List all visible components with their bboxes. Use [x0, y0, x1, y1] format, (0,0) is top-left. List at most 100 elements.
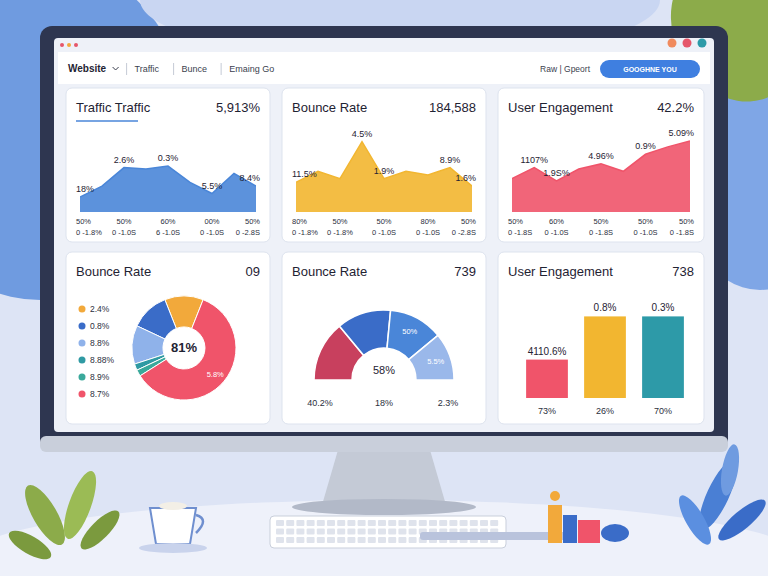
key [368, 520, 376, 526]
leaf [5, 525, 56, 565]
annotation: 0.3% [158, 153, 179, 163]
panel-gauge: Bounce Rate73958%50%5.5%40.2%18%2.3% [282, 252, 486, 424]
book [548, 505, 562, 543]
x-tick-label: 50% [245, 217, 260, 226]
panel-bar: User Engagement7384110.6%0.8%0.3%73%26%7… [498, 252, 704, 424]
nav-item[interactable]: Emaing Go [229, 64, 274, 74]
window-dot [698, 39, 707, 48]
nav-item[interactable]: Traffic [135, 64, 160, 74]
chevron [113, 67, 119, 70]
key [327, 529, 335, 535]
x-tick-label: 50% [76, 217, 91, 226]
key [296, 529, 304, 535]
key [419, 520, 427, 526]
legend-label: 8.7% [90, 389, 110, 399]
panel-title: User Engagement [508, 264, 613, 279]
key [368, 537, 376, 543]
button-label[interactable]: GOOGHNE YOU [623, 66, 677, 73]
panel [66, 252, 270, 424]
x-tick-label: 0 -1.0S [200, 228, 224, 237]
x-tick-label: 60% [160, 217, 175, 226]
annotation: 11.5% [292, 169, 317, 179]
annotation: 2.6% [114, 155, 135, 165]
key [276, 520, 284, 526]
title-underline [76, 120, 138, 122]
annotation: 8.4% [239, 173, 260, 183]
key [347, 537, 355, 543]
annotation: 4.96% [588, 151, 614, 161]
x-tick-label: 50% [679, 217, 694, 226]
segment-label: 5.5% [427, 357, 444, 366]
leaf [713, 494, 768, 546]
desk [0, 500, 768, 576]
x-tick-label: 50% [508, 217, 523, 226]
x-tick-label: 0 -1.8S [670, 228, 694, 237]
desk-items [548, 491, 629, 543]
plot [512, 141, 690, 212]
separator [126, 63, 127, 75]
key [449, 520, 457, 526]
key [307, 529, 315, 535]
legend-label: 8.88% [90, 355, 115, 365]
bar-label: 4110.6% [528, 346, 567, 357]
panel-donut: Bounce Rate0981%5.8%2.4%0.8%8.8%8.88%8.9… [66, 252, 270, 424]
panel-value: 42.2% [657, 100, 694, 115]
bar [526, 360, 568, 398]
panel-value: 739 [454, 264, 476, 279]
background [0, 0, 768, 576]
x-tick-label: 0 -1.0S [633, 228, 657, 237]
nav-item[interactable]: Website [68, 63, 107, 74]
mouse [601, 524, 629, 542]
x-tick-label: 00% [204, 217, 219, 226]
key [368, 529, 376, 535]
x-tick-label: 0 -1.8% [76, 228, 102, 237]
key [470, 520, 478, 526]
nav-button[interactable] [600, 60, 700, 78]
key [388, 529, 396, 535]
key [286, 537, 294, 543]
mug [139, 502, 207, 553]
slice [140, 300, 236, 400]
panel-area: User Engagement42.2%1107%1.9S%4.96%0.9%5… [498, 88, 704, 242]
foam [159, 502, 187, 510]
bar [584, 316, 626, 398]
legend-swatch [79, 306, 86, 313]
x-tick-label: 50% [593, 217, 608, 226]
panel-area: Traffic Traffic5,913%18%2.6%0.3%5.5%8.4%… [66, 88, 270, 242]
x-tick-label: 0 -2.8S [452, 228, 476, 237]
bar [642, 316, 684, 398]
x-tick-label: 50% [376, 217, 391, 226]
key [347, 520, 355, 526]
page: Website Traffic Bunce Emaing Go Raw | Gpeort… [0, 0, 768, 576]
key [409, 529, 417, 535]
key [358, 520, 366, 526]
key [327, 537, 335, 543]
key [307, 537, 315, 543]
nav-item[interactable]: Bunce [182, 64, 208, 74]
legend-swatch [79, 323, 86, 330]
key [317, 529, 325, 535]
x-tick-label: 0 -1.0S [544, 228, 568, 237]
key [460, 520, 468, 526]
legend-swatch [79, 340, 86, 347]
nav-bar [58, 52, 710, 84]
legend-label: 8.8% [90, 338, 110, 348]
annotation: 4.5% [352, 129, 373, 139]
area-line [80, 166, 256, 197]
key [337, 529, 345, 535]
key [276, 537, 284, 543]
x-tick-label: 70% [654, 406, 672, 416]
panel-value: 738 [672, 264, 694, 279]
footer-label: 18% [375, 398, 393, 408]
key [358, 529, 366, 535]
x-tick-label: 6 -1.0S [156, 228, 180, 237]
legend-swatch [79, 391, 86, 398]
nav-right[interactable]: Raw | Gpeort [540, 64, 591, 74]
key [398, 520, 406, 526]
leaf [673, 491, 717, 548]
plot [80, 166, 256, 212]
x-tick-label: 26% [596, 406, 614, 416]
area [296, 142, 472, 212]
x-tick-label: 0 -1.8% [292, 228, 318, 237]
x-tick-label: 0 -1.8S [508, 228, 532, 237]
